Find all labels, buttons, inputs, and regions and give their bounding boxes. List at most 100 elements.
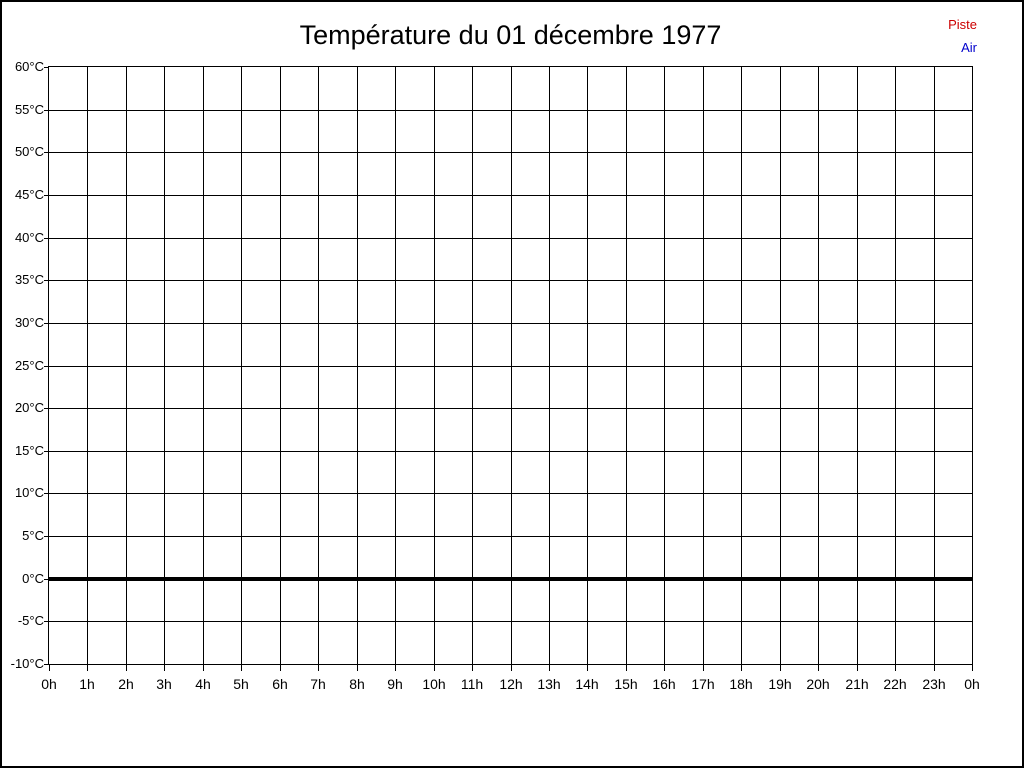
x-axis-tick xyxy=(318,665,319,671)
x-axis-tick xyxy=(241,665,242,671)
legend-item-air: Air xyxy=(961,40,977,55)
x-axis-tick xyxy=(49,665,50,671)
y-tick-label: 10°C xyxy=(14,485,44,500)
gridline-vertical xyxy=(280,67,281,664)
x-tick-label: 9h xyxy=(387,676,403,692)
y-tick-label: -10°C xyxy=(10,656,44,671)
x-axis-tick xyxy=(741,665,742,671)
y-tick-label: 20°C xyxy=(14,400,44,415)
x-tick-label: 23h xyxy=(922,676,946,692)
gridline-horizontal xyxy=(49,238,972,239)
y-axis-tick xyxy=(44,323,48,324)
y-tick-label: 25°C xyxy=(14,358,44,373)
y-tick-label: 40°C xyxy=(14,230,44,245)
gridline-vertical xyxy=(741,67,742,664)
y-tick-label: -5°C xyxy=(17,613,44,628)
x-axis-tick xyxy=(87,665,88,671)
x-tick-label: 20h xyxy=(806,676,830,692)
x-axis-tick xyxy=(587,665,588,671)
x-tick-label: 14h xyxy=(575,676,599,692)
x-tick-label: 11h xyxy=(460,676,484,692)
x-axis-tick xyxy=(934,665,935,671)
x-tick-label: 16h xyxy=(652,676,676,692)
x-axis-tick xyxy=(780,665,781,671)
gridline-horizontal xyxy=(49,195,972,196)
x-tick-label: 3h xyxy=(156,676,172,692)
x-axis-tick xyxy=(626,665,627,671)
gridline-vertical xyxy=(703,67,704,664)
y-axis-tick xyxy=(44,579,48,580)
x-axis-tick xyxy=(895,665,896,671)
gridline-vertical xyxy=(857,67,858,664)
gridline-vertical xyxy=(395,67,396,664)
gridline-horizontal xyxy=(49,323,972,324)
x-axis-tick xyxy=(434,665,435,671)
gridline-vertical xyxy=(780,67,781,664)
x-tick-label: 13h xyxy=(537,676,561,692)
y-tick-label: 35°C xyxy=(14,272,44,287)
gridline-vertical xyxy=(895,67,896,664)
x-tick-label: 19h xyxy=(768,676,792,692)
y-tick-label: 15°C xyxy=(14,443,44,458)
gridline-vertical xyxy=(587,67,588,664)
gridline-vertical xyxy=(357,67,358,664)
gridline-horizontal xyxy=(49,366,972,367)
x-tick-label: 0h xyxy=(41,676,57,692)
x-tick-label: 12h xyxy=(499,676,523,692)
y-axis-tick xyxy=(44,195,48,196)
gridline-vertical xyxy=(818,67,819,664)
gridline-vertical xyxy=(549,67,550,664)
x-tick-label: 6h xyxy=(272,676,288,692)
chart-title: Température du 01 décembre 1977 xyxy=(299,20,722,50)
x-tick-label: 22h xyxy=(883,676,907,692)
x-axis-tick xyxy=(164,665,165,671)
y-axis-tick xyxy=(44,110,48,111)
gridline-horizontal xyxy=(49,536,972,537)
x-axis-tick xyxy=(357,665,358,671)
zero-degree-line xyxy=(49,577,972,581)
y-tick-label: 50°C xyxy=(14,144,44,159)
gridline-vertical xyxy=(434,67,435,664)
x-axis-tick xyxy=(972,665,973,671)
x-tick-label: 1h xyxy=(79,676,95,692)
plot-area xyxy=(48,66,973,665)
legend: Piste Air xyxy=(948,13,977,59)
x-tick-label: 10h xyxy=(422,676,446,692)
y-axis-tick xyxy=(44,366,48,367)
y-axis-tick xyxy=(44,152,48,153)
gridline-vertical xyxy=(626,67,627,664)
x-tick-label: 17h xyxy=(691,676,715,692)
x-tick-label: 0h xyxy=(964,676,980,692)
legend-item-piste: Piste xyxy=(948,17,977,32)
gridline-horizontal xyxy=(49,110,972,111)
gridline-horizontal xyxy=(49,280,972,281)
y-tick-label: 60°C xyxy=(14,59,44,74)
x-axis-tick xyxy=(511,665,512,671)
y-axis-tick xyxy=(44,280,48,281)
y-tick-label: 55°C xyxy=(14,102,44,117)
x-tick-label: 15h xyxy=(614,676,638,692)
x-axis-tick xyxy=(857,665,858,671)
gridline-vertical xyxy=(203,67,204,664)
gridline-horizontal xyxy=(49,451,972,452)
x-tick-label: 4h xyxy=(195,676,211,692)
y-axis-tick xyxy=(44,238,48,239)
x-axis-tick xyxy=(818,665,819,671)
y-axis-tick xyxy=(44,451,48,452)
gridline-vertical xyxy=(241,67,242,664)
y-tick-label: 0°C xyxy=(22,571,44,586)
gridline-horizontal xyxy=(49,493,972,494)
y-axis-tick xyxy=(44,493,48,494)
gridline-horizontal xyxy=(49,621,972,622)
gridline-vertical xyxy=(511,67,512,664)
y-tick-label: 45°C xyxy=(14,187,44,202)
x-tick-label: 5h xyxy=(233,676,249,692)
gridline-vertical xyxy=(126,67,127,664)
gridline-vertical xyxy=(318,67,319,664)
gridline-vertical xyxy=(664,67,665,664)
y-tick-label: 5°C xyxy=(22,528,44,543)
y-axis-tick xyxy=(44,536,48,537)
x-tick-label: 2h xyxy=(118,676,134,692)
gridline-horizontal xyxy=(49,152,972,153)
